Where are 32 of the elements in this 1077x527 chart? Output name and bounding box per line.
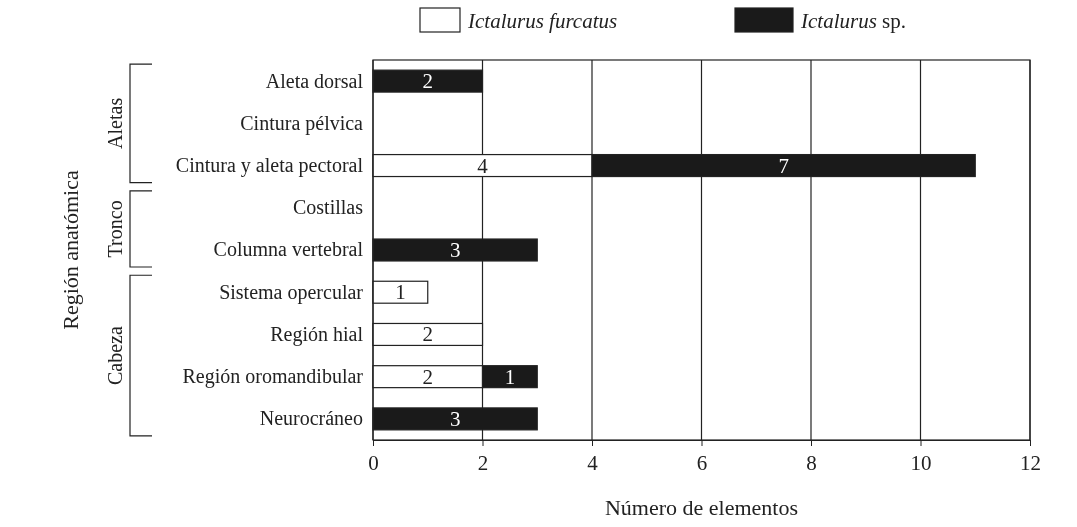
data-label: 4 [477,153,489,178]
x-tick-label: 2 [477,451,489,475]
y-tick-label: Aleta dorsal [265,69,364,92]
y-tick-label: Sistema opercular [219,280,364,304]
text: Aletas [104,97,126,149]
y-tick-label: Neurocráneo [259,407,363,430]
x-axis-title: Número de elementos [604,495,799,520]
text: Cabeza [104,326,126,385]
data-label: 3 [449,406,461,431]
data-label: 2 [422,322,433,347]
y-tick-label: Columna vertebral [213,238,364,261]
legend-label: Ictalurus sp. [800,9,907,33]
data-label: 7 [778,153,789,178]
y-tick-label: Región hial [270,322,364,346]
x-tick-label: 4 [587,451,599,475]
legend-label: Ictalurus furcatus [467,9,618,33]
text: Tronco [104,200,126,258]
x-tick-label: 10 [910,451,932,475]
y-tick-label: Cintura pélvica [240,111,364,135]
x-tick-label: 6 [696,451,708,475]
data-label: 3 [449,238,461,262]
data-label: 2 [422,364,433,389]
y-tick-label: Región oromandibular [182,365,364,389]
x-tick-label: 0 [368,451,379,475]
y-tick-label: Costillas [292,196,364,219]
data-label: 2 [422,69,433,94]
data-label: 1 [504,364,516,389]
data-label: 1 [395,280,406,305]
x-tick-label: 12 [1020,451,1041,475]
y-tick-label: Cintura y aleta pectoral [175,153,364,177]
x-tick-label: 8 [806,451,817,475]
y-axis-title: Región anatómica [58,170,83,330]
